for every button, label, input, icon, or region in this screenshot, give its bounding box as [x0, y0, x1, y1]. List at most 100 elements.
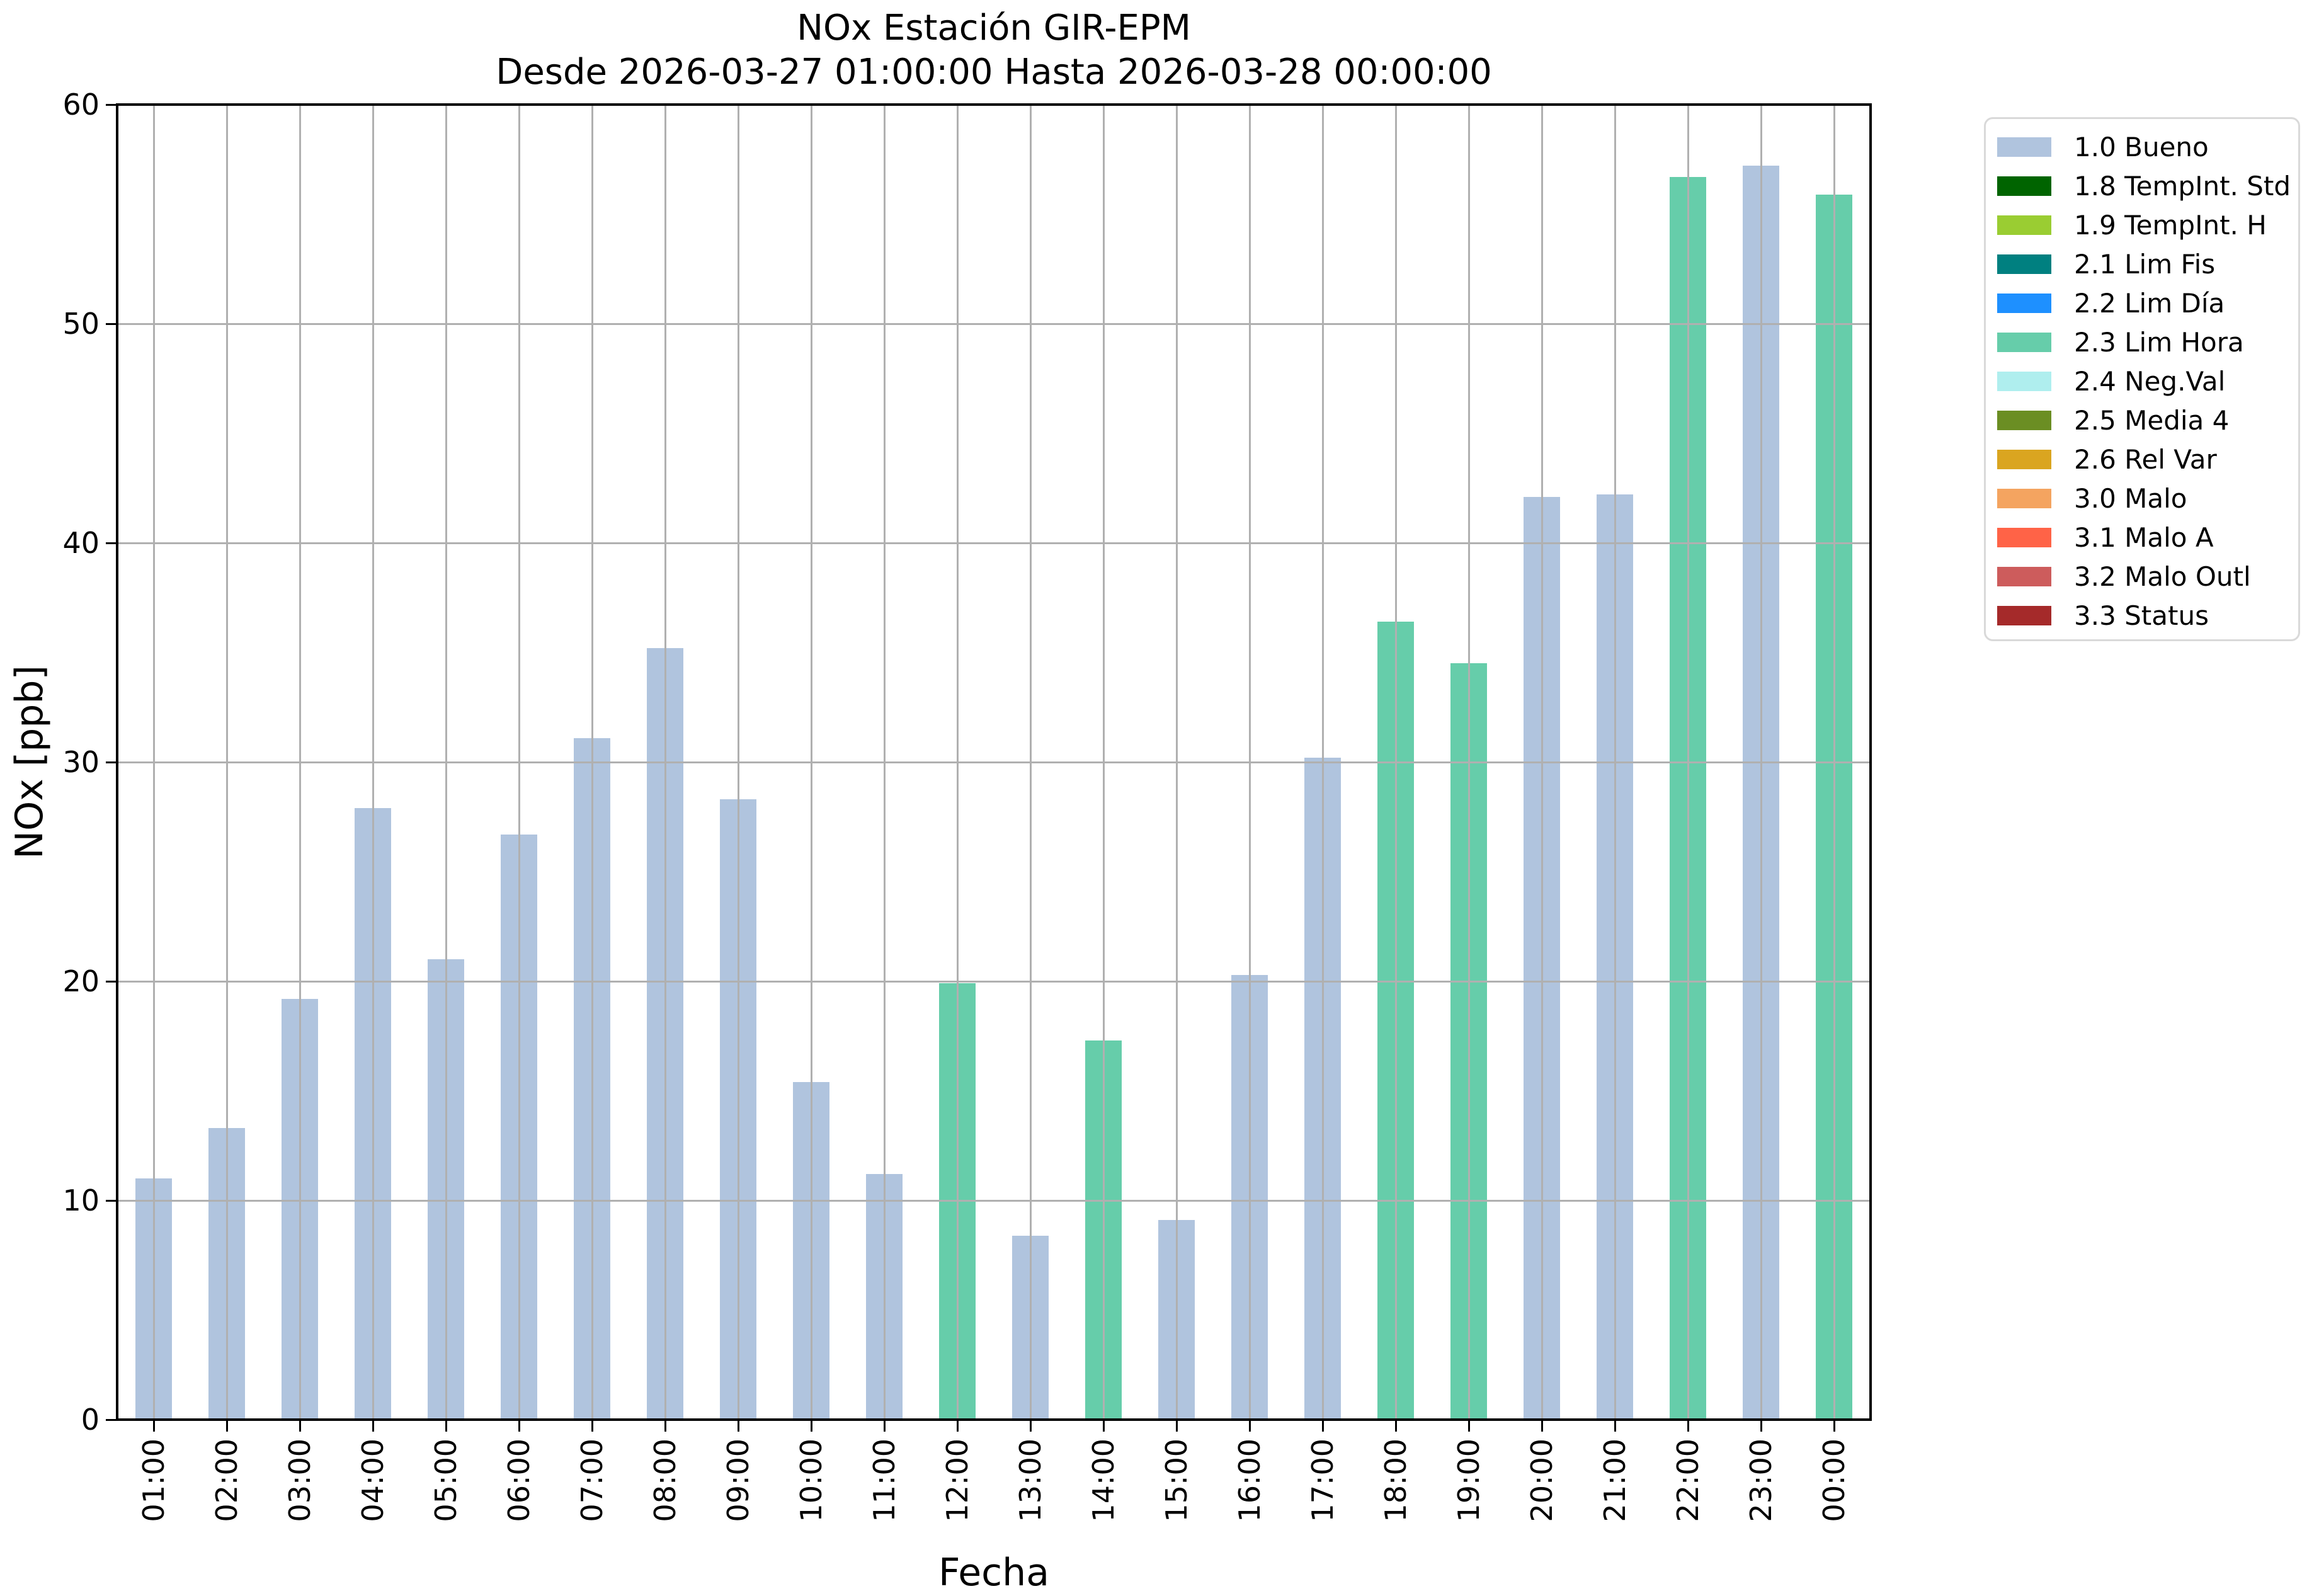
y-tick-mark [106, 1199, 116, 1202]
y-tick-label: 20 [62, 964, 100, 998]
x-tick-label: 08:00 [648, 1439, 682, 1522]
legend-label: 2.3 Lim Hora [2074, 326, 2244, 358]
legend-label: 2.4 Neg.Val [2074, 365, 2226, 397]
legend-swatch [1997, 488, 2051, 508]
x-tick-label: 00:00 [1817, 1439, 1851, 1522]
x-tick-mark [810, 1421, 812, 1432]
x-tick-mark [591, 1421, 593, 1432]
y-tick-mark [106, 542, 116, 544]
x-tick-mark [1029, 1421, 1032, 1432]
legend-label: 3.1 Malo A [2074, 522, 2214, 553]
x-tick-mark [445, 1421, 447, 1432]
x-tick-mark [299, 1421, 301, 1432]
x-tick-label: 12:00 [940, 1439, 974, 1522]
x-tick-label: 10:00 [794, 1439, 828, 1522]
legend-item: 3.0 Malo [1986, 479, 2298, 518]
legend-item: 2.1 Lim Fis [1986, 244, 2298, 283]
x-tick-mark [1321, 1421, 1324, 1432]
x-tick-label: 14:00 [1086, 1439, 1120, 1522]
legend-label: 1.0 Bueno [2074, 131, 2209, 162]
legend-swatch [1997, 410, 2051, 430]
x-tick-label: 09:00 [721, 1439, 755, 1522]
plot-spine-right [1869, 103, 1872, 1421]
x-tick-label: 22:00 [1671, 1439, 1705, 1522]
x-tick-mark [883, 1421, 886, 1432]
legend-item: 2.5 Media 4 [1986, 401, 2298, 440]
chart-title: NOx Estación GIR-EPM [797, 8, 1191, 48]
y-tick-label: 0 [81, 1403, 100, 1437]
x-tick-mark [1248, 1421, 1251, 1432]
legend-label: 3.0 Malo [2074, 482, 2187, 514]
y-tick-label: 50 [62, 307, 100, 341]
x-tick-mark [1614, 1421, 1616, 1432]
legend-swatch [1997, 605, 2051, 625]
x-tick-mark [152, 1421, 155, 1432]
legend-label: 3.2 Malo Outl [2074, 561, 2251, 592]
x-tick-mark [1175, 1421, 1178, 1432]
legend-item: 2.2 Lim Día [1986, 283, 2298, 322]
x-tick-mark [664, 1421, 666, 1432]
x-tick-mark [1102, 1421, 1105, 1432]
x-tick-label: 07:00 [575, 1439, 609, 1522]
legend-item: 1.0 Bueno [1986, 127, 2298, 166]
gridline-horizontal [117, 980, 1871, 983]
x-tick-label: 06:00 [502, 1439, 536, 1522]
plot-spine-left [116, 103, 118, 1421]
legend-label: 2.1 Lim Fis [2074, 248, 2216, 280]
legend-item: 2.4 Neg.Val [1986, 362, 2298, 401]
x-tick-mark [372, 1421, 374, 1432]
legend: 1.0 Bueno 1.8 TempInt. Std 1.9 TempInt. H 2… [1984, 117, 2300, 641]
gridline-horizontal [117, 542, 1871, 544]
gridline-horizontal [117, 761, 1871, 763]
x-tick-label: 18:00 [1379, 1439, 1413, 1522]
x-tick-mark [1687, 1421, 1689, 1432]
legend-label: 2.6 Rel Var [2074, 443, 2217, 475]
legend-swatch [1997, 449, 2051, 469]
legend-item: 2.3 Lim Hora [1986, 322, 2298, 362]
y-tick-label: 60 [62, 88, 100, 122]
x-tick-label: 05:00 [429, 1439, 463, 1522]
legend-item: 3.1 Malo A [1986, 518, 2298, 557]
plot-spine-top [116, 103, 1872, 106]
y-tick-mark [106, 980, 116, 983]
x-tick-mark [956, 1421, 959, 1432]
legend-swatch [1997, 527, 2051, 547]
gridline-horizontal [117, 322, 1871, 325]
legend-label: 1.9 TempInt. H [2074, 209, 2267, 241]
x-tick-label: 03:00 [283, 1439, 317, 1522]
legend-swatch [1997, 254, 2051, 274]
x-tick-label: 21:00 [1598, 1439, 1632, 1522]
legend-item: 2.6 Rel Var [1986, 440, 2298, 479]
y-tick-mark [106, 761, 116, 763]
y-tick-mark [106, 103, 116, 106]
legend-item: 1.9 TempInt. H [1986, 205, 2298, 244]
x-tick-label: 20:00 [1525, 1439, 1559, 1522]
legend-swatch [1997, 566, 2051, 586]
x-axis-label: Fecha [938, 1551, 1049, 1595]
gridline-horizontal [117, 1199, 1871, 1202]
y-tick-label: 10 [62, 1183, 100, 1217]
x-tick-label: 23:00 [1744, 1439, 1778, 1522]
x-tick-label: 13:00 [1013, 1439, 1047, 1522]
plot-spine-bottom [116, 1418, 1872, 1421]
x-tick-label: 02:00 [210, 1439, 244, 1522]
x-tick-mark [737, 1421, 739, 1432]
x-tick-label: 17:00 [1306, 1439, 1340, 1522]
x-tick-mark [1833, 1421, 1835, 1432]
legend-label: 2.2 Lim Día [2074, 287, 2225, 319]
legend-swatch [1997, 371, 2051, 391]
y-tick-mark [106, 1418, 116, 1421]
legend-swatch [1997, 332, 2051, 352]
x-tick-mark [1760, 1421, 1762, 1432]
x-tick-label: 19:00 [1452, 1439, 1486, 1522]
legend-item: 3.2 Malo Outl [1986, 557, 2298, 596]
legend-item: 1.8 TempInt. Std [1986, 166, 2298, 205]
x-tick-mark [1467, 1421, 1470, 1432]
x-tick-label: 11:00 [867, 1439, 901, 1522]
y-tick-label: 30 [62, 745, 100, 779]
legend-swatch [1997, 293, 2051, 313]
x-tick-label: 04:00 [356, 1439, 390, 1522]
x-tick-label: 16:00 [1233, 1439, 1267, 1522]
legend-label: 2.5 Media 4 [2074, 404, 2230, 436]
